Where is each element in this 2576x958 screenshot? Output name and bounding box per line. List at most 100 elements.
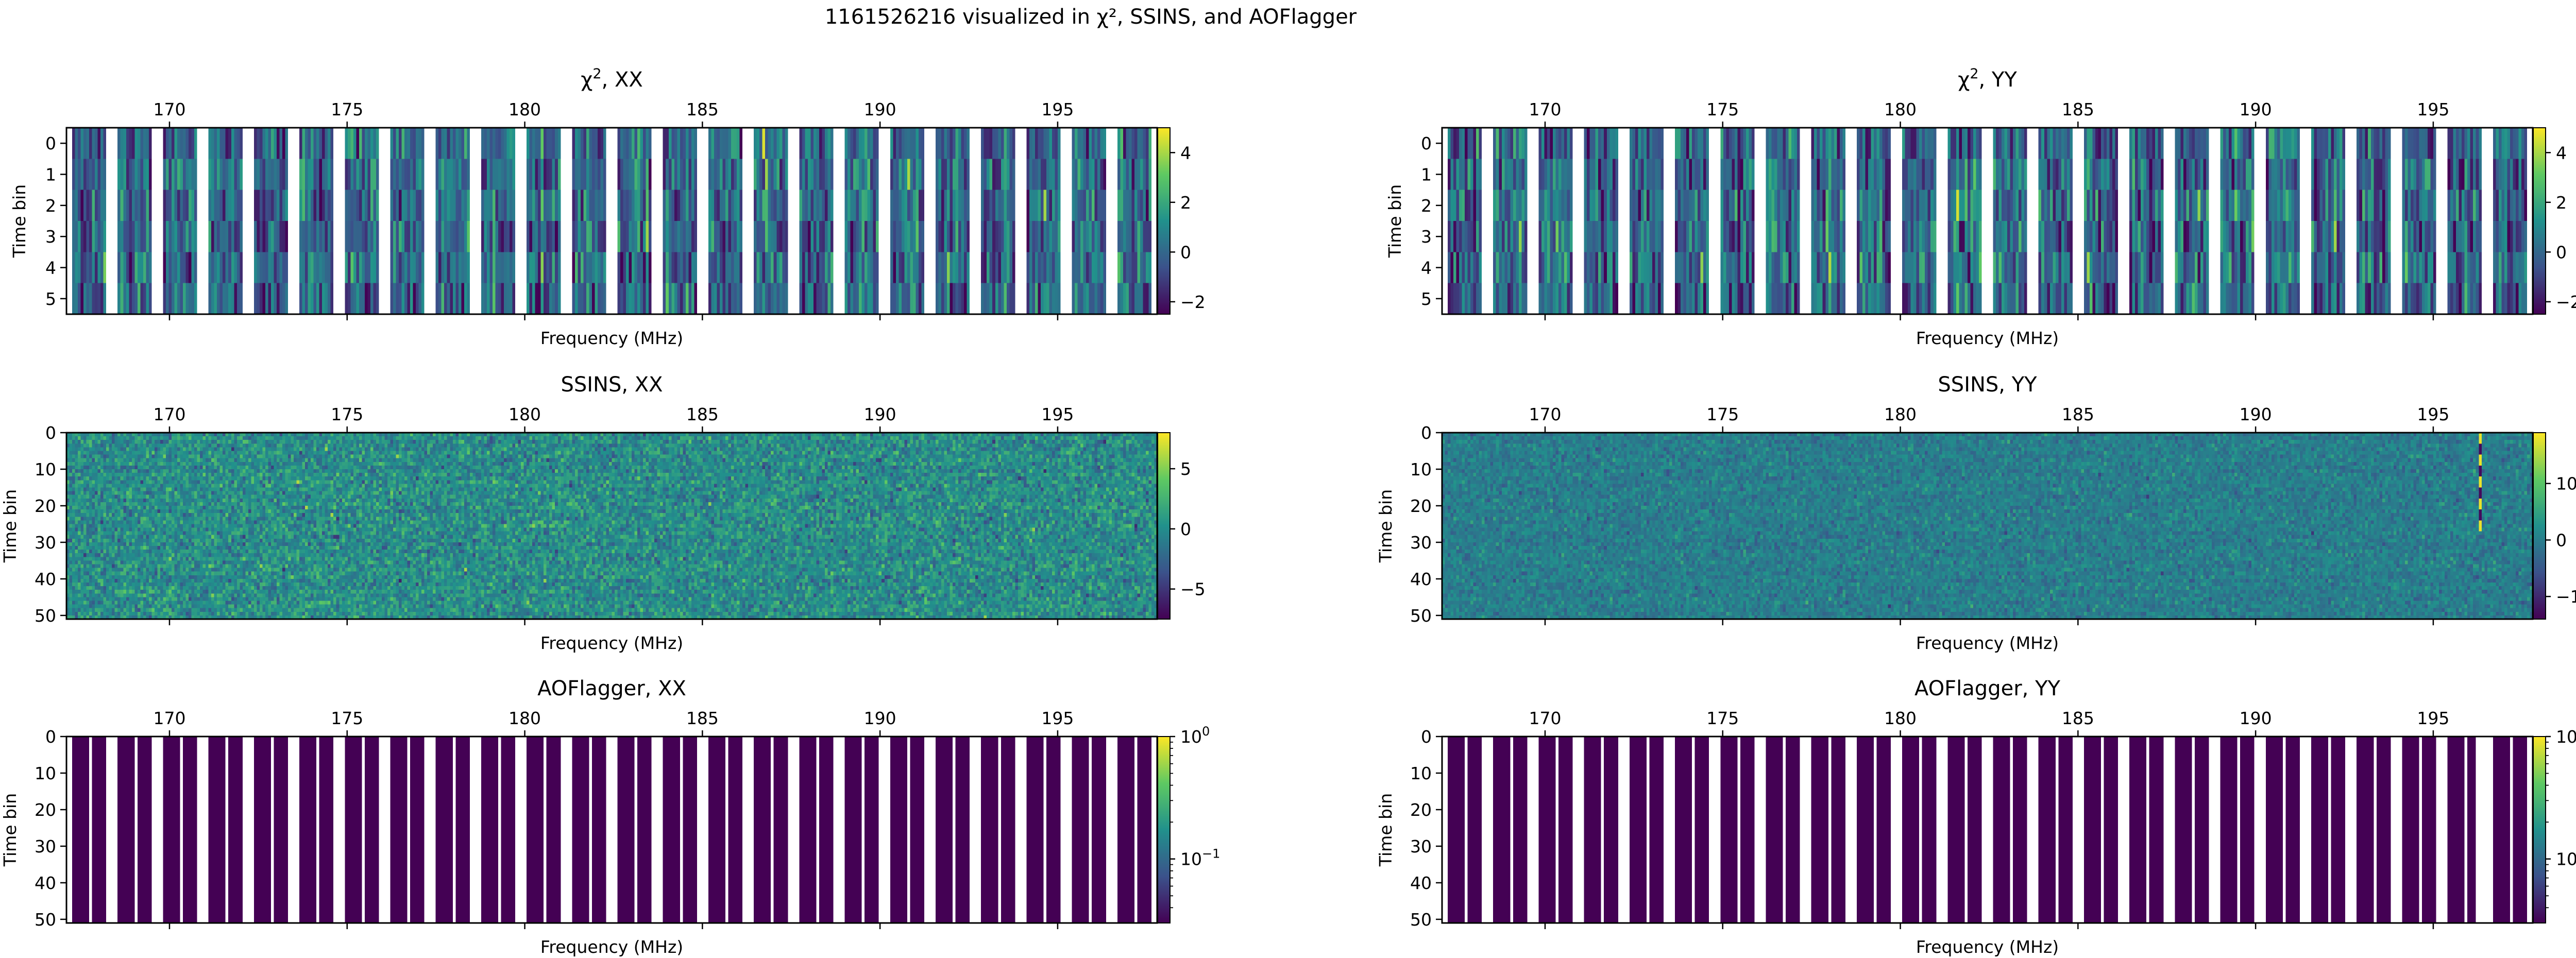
- y-tick-label: 50: [1410, 606, 1432, 626]
- y-tick-label: 10: [1410, 763, 1432, 783]
- colorbar-tick-label: −2: [2556, 292, 2576, 312]
- y-tick-label: 40: [1410, 569, 1432, 589]
- panel-ssins-xx: SSINS, XX 170 175 180 185 190 195 Frequency (MH…: [0, 373, 1206, 653]
- x-tick-label: 180: [1884, 99, 1917, 119]
- colorbar-tick-label: 0: [2556, 242, 2567, 262]
- colorbar-tick-label: 10: [2556, 474, 2576, 494]
- y-tick-label: 2: [1421, 196, 1432, 216]
- heatmap-image: [1442, 737, 2533, 923]
- x-tick-label: 195: [1041, 708, 1074, 728]
- tick-base: 10: [2556, 849, 2576, 869]
- colorbar-frame: [2533, 127, 2546, 315]
- y-axis-label: Time bin: [0, 793, 20, 867]
- x-tick-label: 185: [686, 404, 719, 424]
- colorbar-tick-label: −10: [2556, 587, 2576, 607]
- y-tick-label: 50: [35, 606, 56, 626]
- x-axis-label: Frequency (MHz): [1916, 937, 2059, 957]
- y-tick-label: 10: [1410, 459, 1432, 480]
- y-axis-label: Time bin: [1376, 793, 1396, 867]
- colorbar-tick-label: 10−1: [2556, 847, 2576, 869]
- y-tick-label: 2: [45, 196, 56, 216]
- y-tick-label: 20: [35, 800, 56, 820]
- x-axis-label: Frequency (MHz): [540, 328, 683, 348]
- x-tick-label: 195: [1041, 404, 1074, 424]
- y-tick-label: 0: [1421, 727, 1432, 747]
- x-tick-label: 180: [509, 708, 541, 728]
- y-tick-label: 4: [45, 258, 56, 278]
- x-tick-label: 190: [2240, 708, 2272, 728]
- tick-base: 10: [2556, 727, 2576, 747]
- y-tick-label: 20: [1410, 496, 1432, 516]
- colorbar: [1158, 433, 1170, 619]
- y-tick-label: 50: [35, 910, 56, 930]
- colorbar: [2533, 737, 2546, 923]
- panel-ssins-yy: SSINS, YY 170 175 180 185 190 195 Frequency (MH…: [1376, 373, 2576, 653]
- y-tick-label: 40: [1410, 873, 1432, 893]
- panel-aoflagger-yy: AOFlagger, YY 170 175 180 185 190 195 Frequency…: [1376, 677, 2576, 957]
- y-tick-label: 20: [35, 496, 56, 516]
- x-tick-label: 185: [686, 99, 719, 119]
- x-tick-label: 190: [864, 99, 896, 119]
- y-tick-label: 0: [45, 133, 56, 153]
- panel-title: SSINS, XX: [561, 373, 663, 397]
- x-tick-label: 175: [1706, 708, 1739, 728]
- x-tick-label: 170: [1529, 404, 1561, 424]
- tick-exponent: 0: [1202, 724, 1210, 739]
- y-tick-label: 20: [1410, 800, 1432, 820]
- y-tick-label: 30: [1410, 836, 1432, 857]
- y-tick-label: 5: [1421, 289, 1432, 309]
- title-rest: , YY: [1979, 68, 2018, 92]
- y-tick-label: 1: [45, 165, 56, 185]
- colorbar-tick-label: −2: [1180, 292, 1206, 312]
- colorbar: [2533, 128, 2546, 314]
- y-tick-label: 30: [35, 836, 56, 857]
- colorbar-tick-label: 100: [2556, 724, 2576, 747]
- y-tick-label: 3: [1421, 227, 1432, 247]
- colorbar-frame: [1157, 432, 1171, 620]
- colorbar-tick-label: 4: [2556, 143, 2567, 163]
- colorbar: [1158, 128, 1170, 314]
- tick-base: 10: [1180, 849, 1202, 869]
- colorbar-tick-label: 4: [1180, 143, 1191, 163]
- panel-title: AOFlagger, XX: [537, 677, 686, 700]
- title-superscript: 2: [1970, 66, 1978, 82]
- y-tick-label: 30: [1410, 533, 1432, 553]
- y-axis-label: Time bin: [0, 489, 20, 563]
- title-base: χ: [581, 68, 592, 92]
- panel-title: AOFlagger, YY: [1914, 677, 2060, 700]
- y-tick-label: 40: [35, 569, 56, 589]
- colorbar-tick-label: 2: [1180, 193, 1191, 213]
- x-tick-label: 175: [331, 708, 363, 728]
- title-base: χ: [1958, 68, 1970, 92]
- x-tick-label: 175: [1706, 404, 1739, 424]
- y-axis-label: Time bin: [9, 184, 29, 258]
- colorbar: [1158, 737, 1170, 923]
- title-rest: , XX: [602, 68, 643, 92]
- panel-aoflagger-xx: AOFlagger, XX 170 175 180 185 190 195 Frequency…: [0, 677, 1220, 957]
- y-tick-label: 50: [1410, 910, 1432, 930]
- y-tick-label: 3: [45, 227, 56, 247]
- colorbar: [2533, 433, 2546, 619]
- x-tick-label: 180: [509, 99, 541, 119]
- x-tick-label: 170: [1529, 708, 1561, 728]
- heatmap-image: [1442, 128, 2533, 314]
- y-tick-label: 10: [35, 459, 56, 480]
- y-tick-label: 0: [1421, 423, 1432, 443]
- x-tick-label: 195: [2417, 404, 2449, 424]
- colorbar-tick-label: 5: [1180, 459, 1191, 479]
- y-tick-label: 0: [1421, 133, 1432, 153]
- x-tick-label: 175: [1706, 99, 1739, 119]
- x-tick-label: 185: [2062, 99, 2094, 119]
- x-tick-label: 195: [1041, 99, 1074, 119]
- colorbar-frame: [1157, 127, 1171, 315]
- x-axis-label: Frequency (MHz): [1916, 633, 2059, 653]
- y-tick-label: 30: [35, 533, 56, 553]
- colorbar-frame: [1157, 736, 1171, 923]
- x-tick-label: 185: [2062, 404, 2094, 424]
- x-tick-label: 170: [1529, 99, 1561, 119]
- heatmap-image: [66, 128, 1157, 314]
- heatmap-image: [66, 737, 1157, 923]
